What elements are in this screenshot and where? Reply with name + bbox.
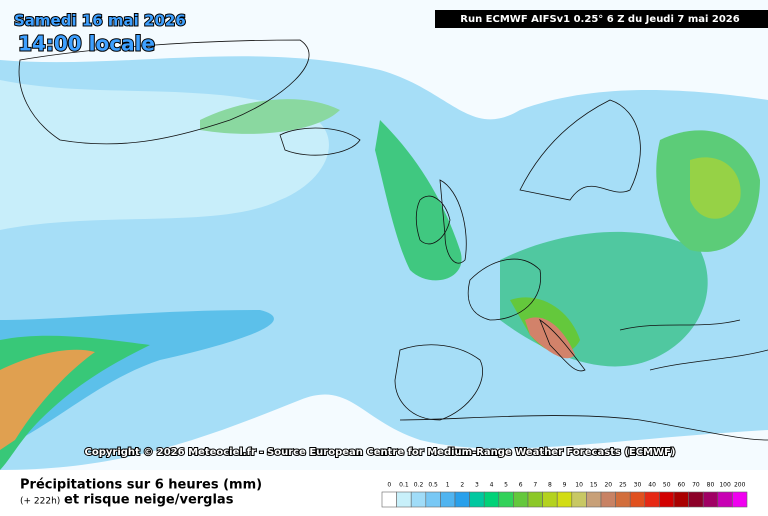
scale-swatch xyxy=(527,491,543,508)
scale-label: 3 xyxy=(475,482,479,489)
scale-label: 6 xyxy=(519,482,523,489)
scale-label: 2 xyxy=(460,482,464,489)
scale-label: 15 xyxy=(590,482,598,489)
scale-swatch xyxy=(629,491,646,508)
scale-swatch xyxy=(542,491,558,508)
scale-label: 60 xyxy=(677,482,685,489)
scale-label: 7 xyxy=(533,482,537,489)
scale-swatch xyxy=(454,491,470,508)
scale-swatch xyxy=(498,491,514,508)
scale-label: 20 xyxy=(604,482,612,489)
scale-swatch xyxy=(644,491,660,508)
scale-swatch xyxy=(425,491,441,508)
scale-swatch xyxy=(381,491,397,508)
scale-label: 8 xyxy=(548,482,552,489)
scale-label: 100 xyxy=(719,482,731,489)
scale-label: 10 xyxy=(575,482,583,489)
scale-swatch xyxy=(483,491,500,508)
scale-label: 1 xyxy=(446,482,450,489)
scale-label: 200 xyxy=(734,482,746,489)
scale-swatch xyxy=(410,491,427,508)
map xyxy=(0,0,768,470)
scale-swatch xyxy=(513,491,529,508)
scale-label: 0.2 xyxy=(414,482,424,489)
scale-label: 30 xyxy=(634,482,642,489)
scale-swatch xyxy=(673,491,689,508)
scale-label: 0.1 xyxy=(399,482,409,489)
scale-swatch xyxy=(688,491,704,508)
scale-label: 0.5 xyxy=(428,482,438,489)
scale-swatch xyxy=(717,491,733,508)
legend-title: Précipitations sur 6 heures (mm) xyxy=(20,478,262,493)
scale-label: 40 xyxy=(648,482,656,489)
scale-swatch xyxy=(659,491,675,508)
scale-label: 70 xyxy=(692,482,700,489)
scale-label: 80 xyxy=(707,482,715,489)
scale-label: 4 xyxy=(490,482,494,489)
scale-swatch xyxy=(469,491,485,508)
copyright: Copyright © 2026 Meteociel.fr - Source E… xyxy=(85,447,676,458)
scale-label: 0 xyxy=(387,482,391,489)
scale-swatch xyxy=(615,491,631,508)
scale-swatch xyxy=(702,491,719,508)
scale-swatch xyxy=(571,491,587,508)
run-box xyxy=(435,10,768,28)
scale-swatch xyxy=(396,491,412,508)
legend-subtitle: et risque neige/verglas xyxy=(64,493,234,508)
lead-time: (+ 222h) xyxy=(20,497,60,507)
scale-swatch xyxy=(600,491,616,508)
scale-swatch xyxy=(586,491,602,508)
scale-label: 50 xyxy=(663,482,671,489)
scale-swatch xyxy=(556,491,573,508)
forecast-time: 14:00 locale xyxy=(18,32,155,56)
scale-label: 25 xyxy=(619,482,627,489)
scale-swatch xyxy=(440,491,456,508)
scale-swatch xyxy=(732,491,748,508)
scale-label: 9 xyxy=(563,482,567,489)
run-info: Run ECMWF AIFSv1 0.25° 6 Z du Jeudi 7 ma… xyxy=(460,14,740,25)
forecast-date: Samedi 16 mai 2026 xyxy=(14,12,186,30)
color-scale: 0 0.1 0.2 0.5 1 2 3 4 5 6 7 8 9 10 15 20 25 30 40 50 60 70 80 1… xyxy=(381,482,748,508)
scale-label: 5 xyxy=(504,482,508,489)
